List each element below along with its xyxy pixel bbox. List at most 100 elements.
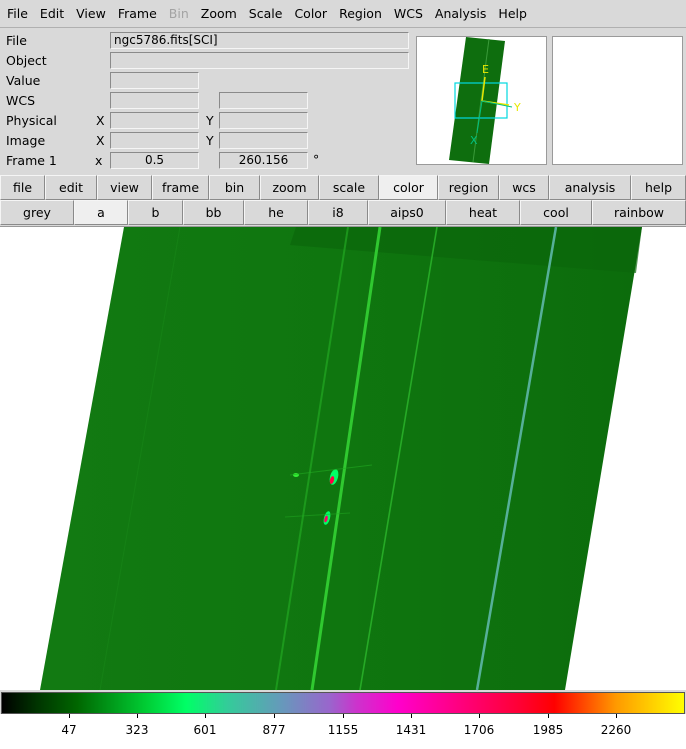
object-field <box>110 52 409 69</box>
btn-cmap-grey[interactable]: grey <box>0 200 74 225</box>
cross-streak <box>289 464 373 476</box>
source-knot-1 <box>329 476 335 484</box>
axis-y-line <box>481 100 513 108</box>
btn-cmap-aips0[interactable]: aips0 <box>368 200 446 225</box>
menu-analysis[interactable]: Analysis <box>434 5 487 21</box>
btn-bin[interactable]: bin <box>209 175 260 200</box>
btn-edit[interactable]: edit <box>45 175 97 200</box>
menu-wcs[interactable]: WCS <box>393 5 423 21</box>
btn-cmap-a[interactable]: a <box>74 200 128 225</box>
menu-bin: Bin <box>168 5 189 21</box>
menubar: File Edit View Frame Bin Zoom Scale Colo… <box>0 0 686 28</box>
menu-scale[interactable]: Scale <box>248 5 283 21</box>
magnifier <box>552 36 683 165</box>
menu-help[interactable]: Help <box>498 5 527 21</box>
tick-mark <box>205 714 206 718</box>
frame-zoom-field: 0.5 <box>110 152 199 169</box>
streak-left <box>275 226 349 691</box>
btn-color[interactable]: color <box>379 175 438 200</box>
wcs-y-field <box>219 92 308 109</box>
btn-view[interactable]: view <box>97 175 152 200</box>
menu-region[interactable]: Region <box>339 5 382 21</box>
panner-view-box[interactable] <box>454 82 508 119</box>
btn-help[interactable]: help <box>631 175 686 200</box>
btn-cmap-heat[interactable]: heat <box>446 200 520 225</box>
object-label: Object <box>6 53 47 68</box>
frame-angle-field: 260.156 <box>219 152 308 169</box>
compass-x-label: X <box>470 134 478 147</box>
cross-streak-2 <box>284 512 351 518</box>
menu-view[interactable]: View <box>76 5 106 21</box>
btn-scale[interactable]: scale <box>319 175 379 200</box>
image-x-label: X <box>96 133 105 148</box>
tick-label: 1431 <box>395 723 427 737</box>
compass-y-label: Y <box>513 101 521 114</box>
menu-color[interactable]: Color <box>294 5 328 21</box>
panner-image <box>449 37 505 164</box>
file-field: ngc5786.fits[SCI] <box>110 32 409 49</box>
menu-frame[interactable]: Frame <box>117 5 157 21</box>
btn-analysis[interactable]: analysis <box>549 175 631 200</box>
tick-mark <box>274 714 275 718</box>
btn-frame[interactable]: frame <box>152 175 209 200</box>
btn-wcs[interactable]: wcs <box>499 175 549 200</box>
tick-mark <box>548 714 549 718</box>
file-label: File <box>6 33 27 48</box>
btn-cmap-rainbow[interactable]: rainbow <box>592 200 686 225</box>
btn-cmap-cool[interactable]: cool <box>520 200 592 225</box>
tick-label: 601 <box>193 723 217 737</box>
info-panel: File ngc5786.fits[SCI] Object Value WCS … <box>0 28 686 174</box>
compass-e-line <box>481 76 486 102</box>
menu-file[interactable]: File <box>7 5 28 21</box>
panner-thumbnail: E Y X <box>449 37 521 164</box>
colorbar[interactable] <box>1 692 685 714</box>
tick-label: 1985 <box>532 723 564 737</box>
tick-label: 323 <box>125 723 149 737</box>
physical-x-field <box>110 112 199 129</box>
streak-main <box>310 226 382 691</box>
panner[interactable]: E Y X <box>416 36 547 165</box>
panner-streak <box>472 38 490 163</box>
btn-cmap-i8[interactable]: i8 <box>308 200 368 225</box>
menu-zoom[interactable]: Zoom <box>200 5 237 21</box>
btn-zoom[interactable]: zoom <box>260 175 319 200</box>
physical-y-label: Y <box>206 113 214 128</box>
buttonbar-main: file edit view frame bin zoom scale colo… <box>0 175 686 200</box>
physical-label: Physical <box>6 113 57 128</box>
wcs-label: WCS <box>6 93 36 108</box>
fits-image[interactable] <box>0 226 686 691</box>
tick-label: 47 <box>61 723 77 737</box>
tick-label: 1155 <box>327 723 359 737</box>
btn-cmap-b[interactable]: b <box>128 200 183 225</box>
btn-cmap-he[interactable]: he <box>244 200 308 225</box>
image-y-field <box>219 132 308 149</box>
menu-edit[interactable]: Edit <box>39 5 65 21</box>
tick-label: 1706 <box>463 723 495 737</box>
tick-mark <box>479 714 480 718</box>
tick-label: 2260 <box>600 723 632 737</box>
frame-zoom-label: x <box>95 153 103 168</box>
tick-mark <box>616 714 617 718</box>
physical-x-label: X <box>96 113 105 128</box>
tick-mark <box>343 714 344 718</box>
image-label: Image <box>6 133 46 148</box>
btn-region[interactable]: region <box>438 175 499 200</box>
streak-faint <box>99 226 181 691</box>
streak-right <box>359 226 438 691</box>
value-field <box>110 72 199 89</box>
physical-y-field <box>219 112 308 129</box>
wcs-x-field <box>110 92 199 109</box>
image-y-label: Y <box>206 133 214 148</box>
axis-x-line <box>476 100 483 134</box>
source-knot-2 <box>324 515 328 523</box>
streak-far-right <box>475 226 558 691</box>
btn-file[interactable]: file <box>0 175 45 200</box>
buttonbar-colormaps: grey a b bb he i8 aips0 heat cool rainbo… <box>0 200 686 225</box>
btn-cmap-bb[interactable]: bb <box>183 200 244 225</box>
colorbar-ticks: 47 323 601 877 1155 1431 1706 1985 2260 <box>0 714 686 749</box>
image-display[interactable] <box>0 226 686 691</box>
frame-label: Frame 1 <box>6 153 57 168</box>
degree-symbol: ° <box>313 152 320 167</box>
image-x-field <box>110 132 199 149</box>
tick-label: 877 <box>262 723 286 737</box>
